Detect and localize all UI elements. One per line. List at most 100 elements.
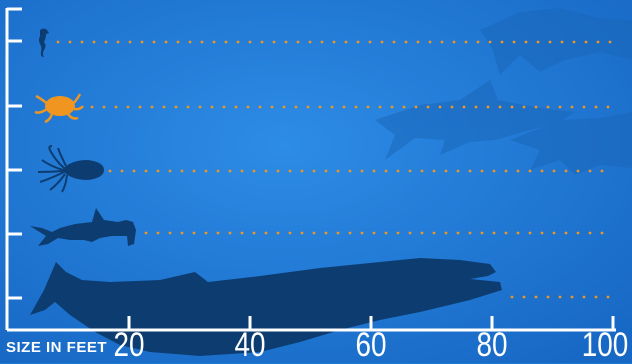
guide-dot [296, 40, 300, 44]
guide-dot [504, 231, 508, 235]
guide-dot [582, 105, 586, 109]
guide-dot [492, 231, 496, 235]
hammerhead-shark-icon [30, 208, 136, 246]
guide-dot [92, 40, 96, 44]
guide-dot [498, 105, 502, 109]
guide-dot [380, 40, 384, 44]
guide-dot [378, 105, 382, 109]
guide-dot [234, 105, 238, 109]
guide-dot [186, 105, 190, 109]
guide-dot [116, 40, 120, 44]
guide-dot [156, 169, 160, 173]
guide-dot [126, 105, 130, 109]
guide-dot [516, 231, 520, 235]
guide-dot [272, 40, 276, 44]
guide-dot [156, 231, 160, 235]
guide-dot [444, 231, 448, 235]
guide-dot [224, 40, 228, 44]
guide-dot [360, 169, 364, 173]
guide-dot [558, 105, 562, 109]
guide-dot [588, 231, 592, 235]
guide-dot [582, 295, 586, 299]
guide-dot [384, 169, 388, 173]
tick-label-80: 80 [476, 326, 508, 364]
guide-dot [372, 169, 376, 173]
guide-dot [108, 169, 112, 173]
guide-dot [392, 40, 396, 44]
guide-dot [600, 169, 604, 173]
guide-dot [546, 105, 550, 109]
guide-dot [474, 105, 478, 109]
guide-dot [228, 169, 232, 173]
guide-dot [528, 169, 532, 173]
guide-dot [570, 105, 574, 109]
guide-dot [510, 105, 514, 109]
guide-dot [440, 40, 444, 44]
guide-dot [240, 169, 244, 173]
guide-dot [152, 40, 156, 44]
guide-dot [366, 105, 370, 109]
guide-dot [282, 105, 286, 109]
guide-dot [534, 105, 538, 109]
guide-dot [486, 105, 490, 109]
guide-dot [308, 40, 312, 44]
guide-dot [588, 169, 592, 173]
guide-dot [128, 40, 132, 44]
guide-dot [528, 231, 532, 235]
guide-dot [452, 40, 456, 44]
guide-dot [348, 231, 352, 235]
guide-dot [536, 40, 540, 44]
guide-dot [236, 40, 240, 44]
guide-dot [150, 105, 154, 109]
guide-dot [294, 105, 298, 109]
octopus-icon [34, 93, 84, 124]
guide-dot [168, 169, 172, 173]
guide-dot [534, 295, 538, 299]
guide-dot [584, 40, 588, 44]
guide-dot [596, 40, 600, 44]
guide-dot [336, 169, 340, 173]
seahorse-icon [39, 28, 49, 57]
guide-dot [68, 40, 72, 44]
guide-dot [428, 40, 432, 44]
guide-dot [600, 231, 604, 235]
guide-dot [372, 231, 376, 235]
axis-title: SIZE IN FEET [6, 339, 108, 356]
guide-dot [228, 231, 232, 235]
guide-dot [356, 40, 360, 44]
guide-dot [432, 169, 436, 173]
guide-dot [560, 40, 564, 44]
guide-dot [516, 169, 520, 173]
guide-dot [396, 231, 400, 235]
guide-dot [420, 231, 424, 235]
guide-dot [342, 105, 346, 109]
guide-dot [300, 231, 304, 235]
guide-dot [174, 105, 178, 109]
guide-dot [546, 295, 550, 299]
guide-dot [246, 105, 250, 109]
guide-dot [510, 295, 514, 299]
guide-dot [260, 40, 264, 44]
guide-dot [594, 295, 598, 299]
guide-dot [368, 40, 372, 44]
tick-label-20: 20 [113, 326, 145, 364]
guide-dot [432, 231, 436, 235]
guide-dot [102, 105, 106, 109]
guide-dot [404, 40, 408, 44]
guide-dot [468, 231, 472, 235]
horizontal-axis [7, 316, 616, 332]
guide-dot [162, 105, 166, 109]
guide-dot [344, 40, 348, 44]
guide-dot [540, 231, 544, 235]
guide-dot [312, 231, 316, 235]
guide-dot [210, 105, 214, 109]
guide-dot [492, 169, 496, 173]
guide-dot [264, 231, 268, 235]
guide-dot [336, 231, 340, 235]
guide-dot [324, 231, 328, 235]
guide-dot [258, 105, 262, 109]
guide-dot [468, 169, 472, 173]
guide-dot [606, 295, 610, 299]
guide-dot [354, 105, 358, 109]
